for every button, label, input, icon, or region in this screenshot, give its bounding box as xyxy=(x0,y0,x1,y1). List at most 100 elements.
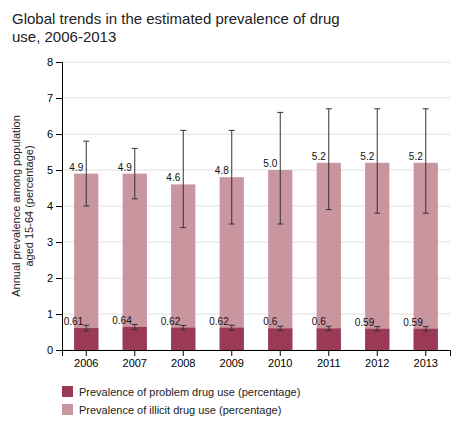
tick-mark xyxy=(425,350,426,356)
grid-line xyxy=(62,278,450,279)
tick-mark xyxy=(183,350,184,356)
error-bar xyxy=(83,325,89,331)
error-bar xyxy=(277,326,283,330)
legend-item: Prevalence of problem drug use (percenta… xyxy=(62,386,300,398)
tick-label: 4 xyxy=(47,200,53,212)
tick-mark xyxy=(56,350,62,351)
tick-mark xyxy=(56,206,62,207)
bar xyxy=(171,328,195,350)
error-bar xyxy=(132,148,138,198)
data-label: 5.2 xyxy=(360,151,374,162)
error-bars xyxy=(83,324,429,330)
bar xyxy=(317,328,341,350)
error-bar xyxy=(374,327,380,331)
grid-line xyxy=(62,242,450,243)
error-bars xyxy=(83,109,429,228)
bar xyxy=(414,329,438,350)
data-labels: 4.94.94.64.85.05.25.25.20.610.640.620.62… xyxy=(64,151,423,328)
axis-line xyxy=(63,351,451,357)
data-label: 0.59 xyxy=(355,317,375,328)
data-label: 0.62 xyxy=(161,316,181,327)
tick-label: 2009 xyxy=(220,357,244,369)
tick-label: 2007 xyxy=(123,357,147,369)
tick: 2011 xyxy=(317,350,341,369)
grid-line xyxy=(62,206,450,207)
error-bar xyxy=(180,130,186,227)
plot-area: 4.94.94.64.85.05.25.25.20.610.640.620.62… xyxy=(47,56,451,369)
error-bar xyxy=(423,327,429,331)
error-bar xyxy=(277,112,283,224)
tick: 2010 xyxy=(268,350,292,369)
tick-mark xyxy=(86,350,87,356)
tick: 2006 xyxy=(74,350,98,369)
chart-container: Global trends in the estimated prevalenc… xyxy=(0,0,465,438)
tick-label: 2011 xyxy=(317,357,341,369)
tick: 1 xyxy=(47,308,62,320)
tick-mark xyxy=(56,278,62,279)
label-series: 4.94.94.64.85.05.25.25.2 xyxy=(69,151,423,184)
tick-mark xyxy=(280,350,281,356)
error-bar xyxy=(83,141,89,206)
tick-mark xyxy=(231,350,232,356)
tick-label: 6 xyxy=(47,128,53,140)
data-label: 0.59 xyxy=(403,317,423,328)
tick: 2012 xyxy=(365,350,389,369)
tick-mark xyxy=(328,350,329,356)
tick-label: 7 xyxy=(47,92,53,104)
bar-series xyxy=(74,163,438,350)
tick: 2009 xyxy=(220,350,244,369)
legend-swatch xyxy=(62,386,73,397)
data-label: 0.6 xyxy=(312,316,326,327)
tick: 5 xyxy=(47,164,62,176)
tick: 3 xyxy=(47,236,62,248)
marks xyxy=(74,109,438,350)
tick-label: 2012 xyxy=(365,357,389,369)
tick: 4 xyxy=(47,200,62,212)
tick-label: 1 xyxy=(47,308,53,320)
grid-line xyxy=(62,134,450,135)
data-label: 4.9 xyxy=(69,162,83,173)
tick-mark xyxy=(56,134,62,135)
tick-mark xyxy=(134,350,135,356)
data-label: 0.6 xyxy=(263,316,277,327)
label-series: 0.61 0.64 0.62 0.62 0.6 0.6 0.59 0.59 xyxy=(64,315,423,328)
tick-label: 3 xyxy=(47,236,53,248)
tick-mark xyxy=(56,242,62,243)
data-label: 5.2 xyxy=(312,151,326,162)
tick-mark xyxy=(56,314,62,315)
bar-series xyxy=(74,327,438,350)
data-label: 5.0 xyxy=(263,158,277,169)
bar xyxy=(220,328,244,350)
grid-line xyxy=(62,62,450,63)
tick-mark xyxy=(56,98,62,99)
error-bar xyxy=(180,326,186,330)
bar xyxy=(123,327,147,350)
tick: 2013 xyxy=(414,350,438,369)
data-label: 4.8 xyxy=(215,165,229,176)
legend-swatch xyxy=(62,404,73,415)
tick: 7 xyxy=(47,92,62,104)
chart-svg: Global trends in the estimated prevalenc… xyxy=(0,0,465,438)
bar xyxy=(268,328,292,350)
data-label: 0.64 xyxy=(112,315,132,326)
grid-line xyxy=(62,98,450,99)
data-label: 0.61 xyxy=(64,316,84,327)
error-bar xyxy=(229,325,235,330)
tick-label: 0 xyxy=(47,344,53,356)
tick: 0 xyxy=(47,344,62,356)
error-bar xyxy=(132,324,138,329)
legend-label: Prevalence of illicit drug use (percenta… xyxy=(79,404,281,416)
error-bar xyxy=(374,109,380,213)
legend-item: Prevalence of illicit drug use (percenta… xyxy=(62,404,281,416)
tick-label: 2008 xyxy=(171,357,195,369)
tick-label: 2010 xyxy=(268,357,292,369)
tick: 2008 xyxy=(171,350,195,369)
tick: 6 xyxy=(47,128,62,140)
x-axis: 2006 2007 2008 2009 2010 2011 2012 2013 xyxy=(63,350,451,369)
error-bar xyxy=(229,130,235,224)
error-bar xyxy=(326,326,332,330)
y-axis-title: Annual prevalence among populationaged 1… xyxy=(10,115,35,297)
data-label: 0.62 xyxy=(209,316,229,327)
tick: 2007 xyxy=(123,350,147,369)
tick-mark xyxy=(56,62,62,63)
